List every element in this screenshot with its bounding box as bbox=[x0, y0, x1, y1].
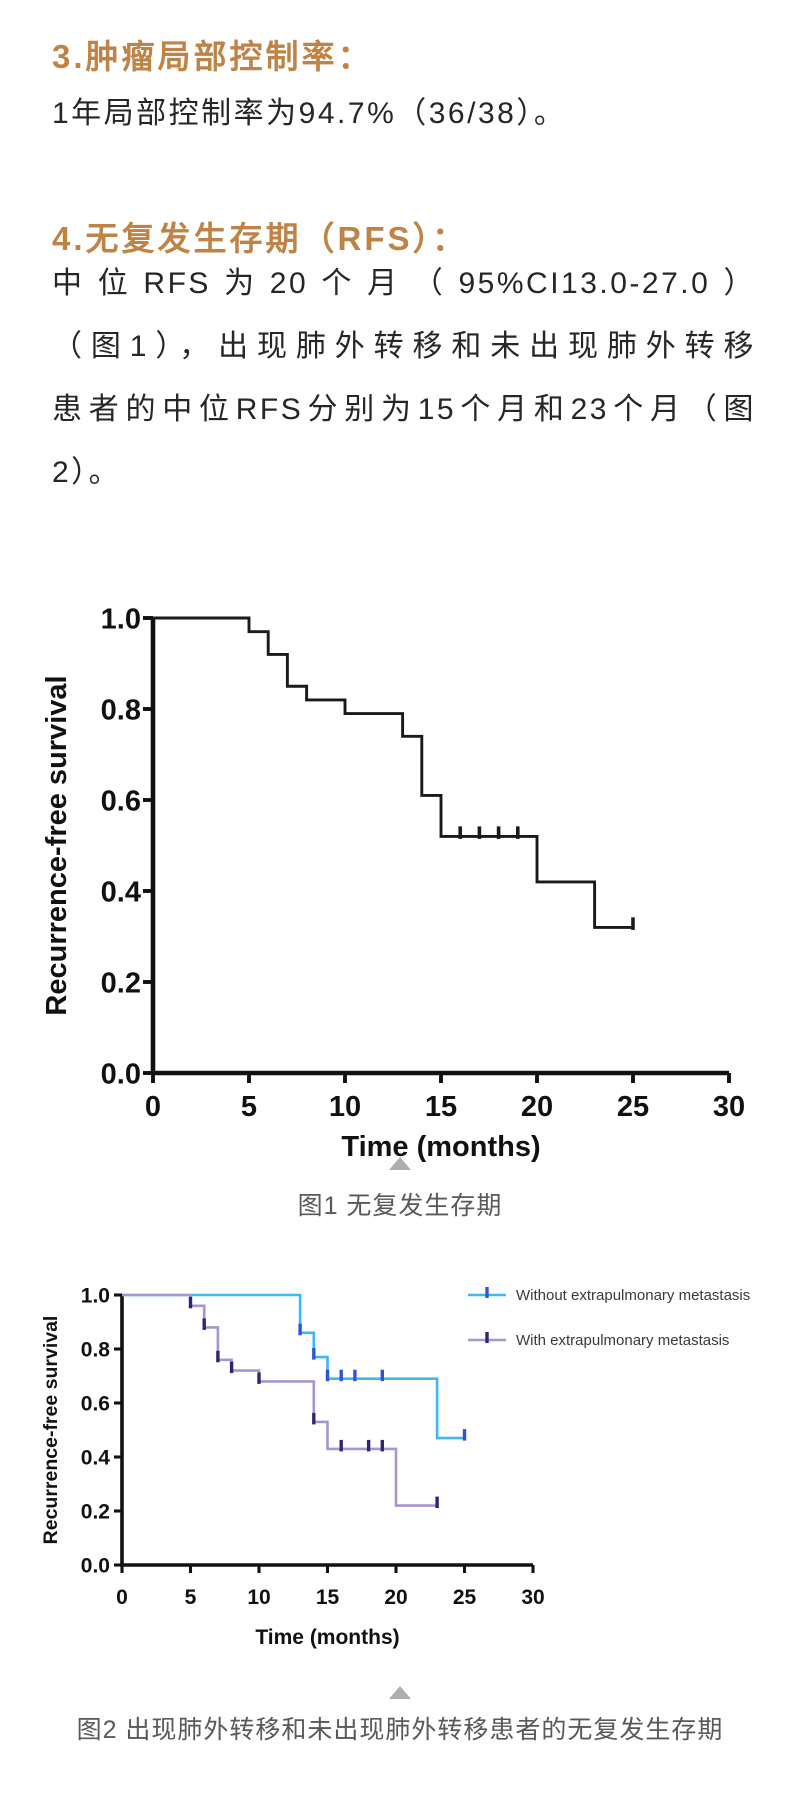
y-tick-label: 0.4 bbox=[101, 876, 141, 908]
section-3-paragraph: 1年局部控制率为94.7%（36/38）。 bbox=[52, 97, 567, 130]
legend-label: With extrapulmonary metastasis bbox=[516, 1332, 729, 1349]
axes: 0 5 10 15 20 25 30 0.0 0.2 0.4 0.6 0.8 1.0 Time (mont… bbox=[41, 603, 745, 1163]
legend: Without extrapulmonary metastasis With ex… bbox=[468, 1287, 750, 1349]
x-tick-label: 0 bbox=[116, 1586, 128, 1609]
x-tick-label: 15 bbox=[425, 1091, 457, 1123]
x-tick-label: 10 bbox=[247, 1586, 270, 1609]
section-4-heading: 4.无复发生存期（RFS）： bbox=[52, 220, 469, 257]
step-line bbox=[153, 616, 633, 929]
y-tick-label: 0.8 bbox=[101, 694, 141, 726]
y-axis-title: Recurrence-free survival bbox=[41, 675, 73, 1015]
km-curve-without-extrapulmonary-metastasis bbox=[122, 1293, 467, 1441]
x-tick-label: 20 bbox=[521, 1091, 553, 1123]
x-tick-label: 25 bbox=[617, 1091, 649, 1123]
x-axis-title: Time (months) bbox=[341, 1131, 540, 1163]
section-4-paragraph-line: 中位RFS为20个月（95%CI13.0-27.0） bbox=[52, 267, 756, 300]
step-line bbox=[122, 1293, 465, 1440]
axes: 0 5 10 15 20 25 30 0.0 0.2 0.4 0.6 0.8 1.0 Time (mont… bbox=[40, 1285, 545, 1649]
y-axis-title: Recurrence-free survival bbox=[40, 1316, 62, 1545]
x-tick-label: 15 bbox=[316, 1586, 340, 1609]
legend-label: Without extrapulmonary metastasis bbox=[516, 1287, 750, 1304]
figure2-km-chart: 0 5 10 15 20 25 30 0.0 0.2 0.4 0.6 0.8 1.0 Time (mont… bbox=[40, 1285, 750, 1649]
figure2-caption: 图2 出现肺外转移和未出现肺外转移患者的无复发生存期 bbox=[76, 1716, 724, 1744]
x-tick-label: 10 bbox=[329, 1091, 361, 1123]
x-tick-label: 30 bbox=[521, 1586, 544, 1609]
x-tick-label: 25 bbox=[453, 1586, 477, 1609]
y-tick-label: 0.0 bbox=[101, 1058, 141, 1090]
section-4-paragraph-line: 2）。 bbox=[52, 456, 122, 489]
x-tick-label: 0 bbox=[145, 1091, 161, 1123]
section-4-paragraph-line: 患者的中位RFS分别为15个月和23个月（图 bbox=[52, 393, 756, 426]
section-3-heading: 3.肿瘤局部控制率： bbox=[52, 38, 374, 75]
y-tick-label: 0.4 bbox=[81, 1447, 111, 1470]
step-line bbox=[122, 1293, 438, 1507]
section-4-paragraph-line: （图1），出现肺外转移和未出现肺外转移 bbox=[52, 330, 756, 363]
x-tick-label: 5 bbox=[185, 1586, 197, 1609]
x-tick-label: 30 bbox=[713, 1091, 745, 1123]
collapse-triangle-icon bbox=[389, 1686, 411, 1699]
y-tick-label: 0.8 bbox=[81, 1339, 111, 1362]
x-axis-title: Time (months) bbox=[255, 1626, 399, 1649]
km-curve-with-extrapulmonary-metastasis bbox=[122, 1293, 439, 1509]
y-tick-label: 1.0 bbox=[81, 1285, 110, 1308]
axis-lines bbox=[150, 618, 729, 1076]
y-tick-label: 0.2 bbox=[101, 967, 141, 999]
figure1-caption: 图1 无复发生存期 bbox=[297, 1192, 503, 1220]
x-tick-label: 20 bbox=[384, 1586, 407, 1609]
y-tick-label: 1.0 bbox=[101, 603, 141, 635]
x-tick-label: 5 bbox=[241, 1091, 257, 1123]
figure1-km-chart: 0 5 10 15 20 25 30 0.0 0.2 0.4 0.6 0.8 1.0 Time (mont… bbox=[41, 603, 745, 1163]
y-tick-label: 0.6 bbox=[81, 1393, 110, 1416]
km-curve bbox=[153, 616, 635, 930]
y-tick-label: 0.6 bbox=[101, 785, 141, 817]
collapse-triangle-icon bbox=[389, 1157, 411, 1170]
y-tick-label: 0.0 bbox=[81, 1555, 110, 1578]
y-tick-label: 0.2 bbox=[81, 1501, 110, 1524]
